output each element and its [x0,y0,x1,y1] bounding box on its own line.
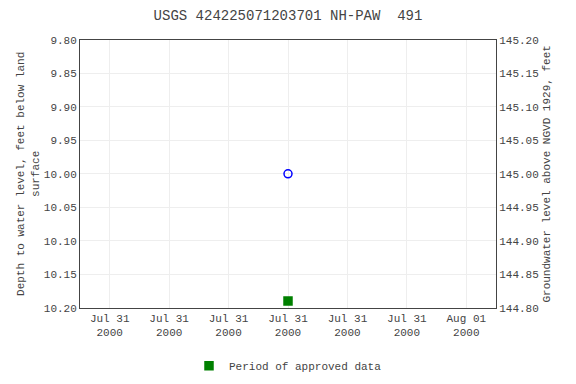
svg-text:9.85: 9.85 [50,68,76,80]
svg-text:10.20: 10.20 [44,303,77,315]
svg-text:145.15: 145.15 [499,68,539,80]
svg-text:Period of approved data: Period of approved data [229,361,381,373]
svg-text:144.80: 144.80 [499,303,539,315]
svg-text:Groundwater level above NGVD 1: Groundwater level above NGVD 1929, feet [541,45,553,302]
svg-text:9.90: 9.90 [50,102,76,114]
svg-text:Jul 312000: Jul 312000 [209,313,249,339]
svg-text:144.95: 144.95 [499,202,539,214]
svg-text:9.95: 9.95 [50,135,76,147]
svg-text:Jul 312000: Jul 312000 [90,313,130,339]
svg-text:145.10: 145.10 [499,102,539,114]
svg-text:Jul 312000: Jul 312000 [387,313,427,339]
svg-text:9.80: 9.80 [50,35,76,47]
svg-text:145.00: 145.00 [499,169,539,181]
svg-text:10.05: 10.05 [44,202,77,214]
svg-text:Jul 312000: Jul 312000 [268,313,308,339]
svg-text:144.90: 144.90 [499,236,539,248]
svg-text:145.20: 145.20 [499,35,539,47]
svg-text:Depth to water level, feet bel: Depth to water level, feet below landsur… [15,52,41,296]
svg-text:Aug 012000: Aug 012000 [446,313,486,339]
svg-text:145.05: 145.05 [499,135,539,147]
svg-text:USGS 424225071203701 NH-PAW 4: USGS 424225071203701 NH-PAW 491 [154,8,423,24]
svg-text:10.10: 10.10 [44,236,77,248]
svg-text:Jul 312000: Jul 312000 [328,313,368,339]
svg-text:144.85: 144.85 [499,269,539,281]
svg-text:Jul 312000: Jul 312000 [149,313,189,339]
svg-text:10.15: 10.15 [44,269,77,281]
svg-text:10.00: 10.00 [44,169,77,181]
